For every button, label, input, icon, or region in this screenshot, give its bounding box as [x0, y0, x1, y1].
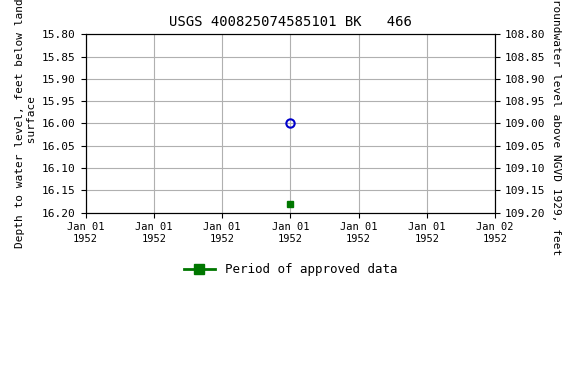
Y-axis label: Depth to water level, feet below land
 surface: Depth to water level, feet below land su… — [15, 0, 37, 248]
Legend: Period of approved data: Period of approved data — [179, 258, 402, 281]
Y-axis label: Groundwater level above NGVD 1929, feet: Groundwater level above NGVD 1929, feet — [551, 0, 561, 255]
Title: USGS 400825074585101 BK   466: USGS 400825074585101 BK 466 — [169, 15, 412, 29]
